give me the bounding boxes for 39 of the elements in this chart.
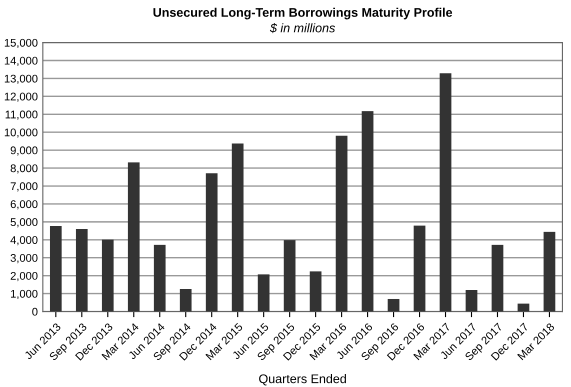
bar	[388, 298, 400, 312]
y-tick-label: 14,000	[4, 56, 38, 66]
y-tick-label: 10,000	[4, 128, 38, 138]
bar	[414, 226, 426, 312]
bar	[310, 271, 322, 312]
y-tick-label: 5,000	[10, 218, 38, 228]
bar	[258, 274, 270, 312]
y-tick-label: 1,000	[11, 290, 38, 300]
bar	[76, 229, 88, 312]
y-tick-label: 8,000	[10, 164, 38, 174]
chart-title: Unsecured Long-Term Borrowings Maturity Profile	[153, 8, 452, 20]
bar	[362, 111, 374, 312]
bar	[440, 73, 452, 312]
y-tick-label: 15,000	[4, 38, 38, 48]
bar	[336, 136, 348, 312]
bar	[206, 173, 218, 312]
y-tick-label: 0	[32, 308, 38, 316]
bar	[284, 240, 296, 312]
bar	[102, 240, 114, 312]
bar	[232, 144, 244, 312]
y-tick-label: 2,000	[10, 272, 38, 282]
y-tick-label: 3,000	[10, 254, 38, 264]
bar	[154, 244, 166, 312]
bar	[518, 304, 530, 312]
y-tick-label: 11,000	[6, 110, 38, 120]
y-tick-label: 7,000	[10, 182, 38, 192]
x-axis-title: Quarters Ended	[259, 374, 346, 386]
bar	[544, 232, 556, 312]
bar	[50, 226, 62, 312]
y-tick-label: 13,000	[4, 74, 38, 84]
y-tick-label: 12,000	[4, 92, 38, 102]
bar	[180, 288, 192, 312]
chart-subtitle: $ in millions	[270, 23, 336, 34]
y-tick-label: 9,000	[10, 146, 38, 156]
bar	[492, 244, 504, 312]
bar	[128, 162, 140, 312]
bar	[466, 290, 478, 312]
y-tick-label: 4,000	[10, 236, 38, 246]
y-tick-label: 6,000	[10, 200, 38, 210]
